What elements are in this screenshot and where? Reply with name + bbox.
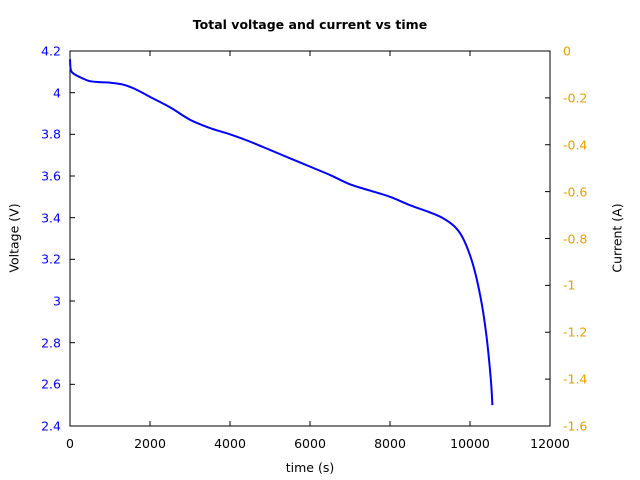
plot-frame bbox=[69, 50, 551, 427]
y-right-tick-label: -1.2 bbox=[563, 324, 588, 340]
chart-title: Total voltage and current vs time bbox=[192, 17, 428, 32]
y-right-tick-label: -0.2 bbox=[563, 90, 588, 106]
y-left-tick-label: 3 bbox=[53, 293, 61, 309]
axis-ticks bbox=[69, 50, 551, 427]
y-axis-left-label: Voltage (V) bbox=[6, 203, 22, 273]
y-left-tick-label: 3.4 bbox=[41, 210, 61, 226]
y-right-tick-label: 0 bbox=[563, 43, 571, 59]
y-right-tick-label: -1 bbox=[563, 277, 576, 293]
x-tick-label: 2000 bbox=[134, 436, 166, 451]
x-tick-label: 8000 bbox=[374, 436, 406, 451]
y-right-tick-label: -0.6 bbox=[563, 184, 588, 200]
voltage-line bbox=[69, 59, 494, 406]
y-left-tick-label: 3.8 bbox=[41, 126, 61, 142]
x-tick-label: 12000 bbox=[530, 436, 570, 451]
y-left-tick-label: 4 bbox=[53, 85, 61, 101]
x-axis-label: time (s) bbox=[285, 460, 335, 475]
y-right-tick-label: -0.4 bbox=[563, 137, 588, 153]
y-right-tick-label: -1.6 bbox=[563, 418, 588, 434]
x-tick-label: 4000 bbox=[214, 436, 246, 451]
y-left-tick-label: 3.2 bbox=[41, 251, 61, 267]
y-right-tick-label: -0.8 bbox=[563, 231, 588, 246]
y-right-tick-label: -1.4 bbox=[563, 371, 588, 387]
y-left-tick-label: 4.2 bbox=[41, 43, 61, 59]
y-left-tick-label: 2.8 bbox=[41, 335, 61, 351]
x-tick-label: 10000 bbox=[450, 436, 490, 451]
x-tick-label: 6000 bbox=[294, 436, 326, 451]
y-left-tick-label: 2.6 bbox=[41, 376, 61, 392]
y-axis-right-label: Current (A) bbox=[609, 203, 625, 273]
y-left-tick-label: 3.6 bbox=[41, 168, 61, 184]
x-tick-label: 0 bbox=[66, 436, 74, 451]
y-left-tick-label: 2.4 bbox=[41, 418, 61, 434]
